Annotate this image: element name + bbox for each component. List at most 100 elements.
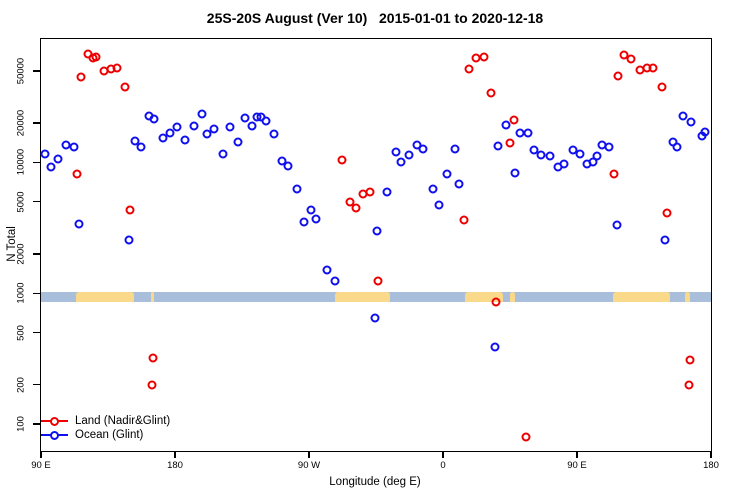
x-tick-label: 180 [167, 460, 183, 471]
land-segment [684, 291, 690, 303]
y-tick-label: 200 [15, 376, 27, 393]
y-tick-label: 100 [15, 416, 27, 432]
ocean-data-point [218, 149, 228, 159]
ocean-data-point [490, 342, 500, 352]
x-tick [174, 451, 176, 458]
land-data-point [464, 64, 474, 74]
ocean-legend-marker-icon [41, 430, 68, 440]
ocean-data-point [575, 149, 585, 159]
ocean-data-point [454, 179, 464, 189]
ocean-data-point [197, 109, 206, 119]
land-data-point [351, 203, 361, 213]
ocean-data-point [277, 156, 287, 166]
map-band [41, 291, 711, 303]
ocean-data-point [180, 135, 190, 145]
y-tick [33, 292, 40, 294]
land-data-point [684, 380, 694, 390]
ocean-data-point [306, 205, 316, 215]
ocean-data-point [510, 168, 520, 178]
land-data-point [345, 197, 355, 207]
ocean-data-point [396, 157, 406, 167]
land-segment [335, 291, 390, 303]
x-tick [308, 451, 310, 458]
legend-item-ocean: Ocean (Glint) [41, 428, 170, 442]
land-data-point [365, 187, 375, 197]
ocean-data-point [678, 111, 688, 121]
land-data-point [521, 432, 531, 442]
ocean-data-point [136, 142, 146, 152]
y-tick [33, 161, 40, 164]
ocean-data-point [592, 151, 602, 161]
land-data-point [626, 54, 636, 64]
land-legend-marker-icon [41, 416, 68, 426]
y-tick-label: 10000 [15, 149, 27, 176]
land-data-point [509, 115, 519, 125]
x-tick [442, 451, 444, 458]
land-data-point [609, 169, 619, 179]
land-data-point [112, 63, 122, 73]
ocean-data-point [404, 150, 414, 160]
land-data-point [91, 52, 101, 62]
ocean-data-point [158, 133, 168, 142]
land-data-point [459, 215, 469, 225]
land-data-point [72, 169, 82, 179]
land-data-point [662, 208, 672, 218]
ocean-data-point [53, 154, 63, 164]
ocean-data-point [536, 150, 546, 160]
ocean-data-point [604, 142, 614, 152]
ocean-data-point [130, 136, 140, 146]
ocean-data-point [370, 313, 380, 323]
land-segment [464, 291, 503, 303]
ocean-data-point [74, 219, 84, 229]
x-tick [576, 451, 578, 458]
land-data-point [657, 82, 667, 92]
ocean-data-point [372, 226, 382, 236]
y-tick [33, 423, 40, 425]
legend-label-land: Land (Nadir&Glint) [75, 415, 171, 427]
ocean-data-point [442, 169, 452, 179]
x-tick-label: 180 [703, 460, 719, 471]
ocean-data-point [189, 121, 199, 131]
y-tick-label: 500 [15, 324, 27, 341]
y-tick [33, 70, 40, 72]
x-tick-label: 90 W [297, 460, 321, 471]
ocean-data-point [330, 276, 340, 286]
ocean-data-point [61, 140, 71, 150]
legend-label-ocean: Ocean (Glint) [75, 429, 144, 441]
ocean-data-point [686, 117, 696, 127]
ocean-data-point [559, 159, 569, 169]
y-tick-label: 1000 [15, 282, 27, 304]
y-tick-label: 20000 [15, 109, 27, 137]
ocean-data-point [428, 184, 438, 194]
legend: Land (Nadir&Glint) Ocean (Glint) [41, 414, 170, 442]
plot-area: 100 200 500 1000 2000 5000 10000 20000 50000 90 E… [16, 38, 719, 471]
x-tick-label: 90 E [567, 460, 587, 471]
ocean-data-point [269, 129, 279, 139]
land-segment [613, 291, 671, 303]
ocean-data-point [322, 265, 332, 275]
x-tick-label: 0 [440, 460, 446, 471]
land-data-point [373, 276, 383, 286]
ocean-data-point [299, 217, 309, 227]
y-tick [33, 383, 40, 386]
y-tick [33, 201, 40, 203]
x-tick-label: 90 E [31, 460, 51, 471]
land-data-point [491, 297, 501, 307]
y-tick-label: 5000 [15, 191, 27, 213]
ocean-data-point [283, 161, 293, 171]
ocean-data-point [311, 214, 321, 224]
ocean-data-point [202, 129, 212, 139]
ocean-data-point [612, 220, 622, 230]
land-data-point [685, 355, 695, 365]
ocean-data-point [247, 121, 257, 131]
x-tick [40, 451, 42, 458]
ocean-data-point [529, 145, 539, 155]
ocean-data-point [225, 122, 235, 132]
land-data-point [479, 52, 489, 62]
y-tick-label: 50000 [15, 57, 27, 85]
land-segment [75, 291, 135, 303]
ocean-data-point [660, 235, 670, 245]
ocean-data-point [672, 142, 682, 152]
ocean-data-point [124, 235, 134, 245]
